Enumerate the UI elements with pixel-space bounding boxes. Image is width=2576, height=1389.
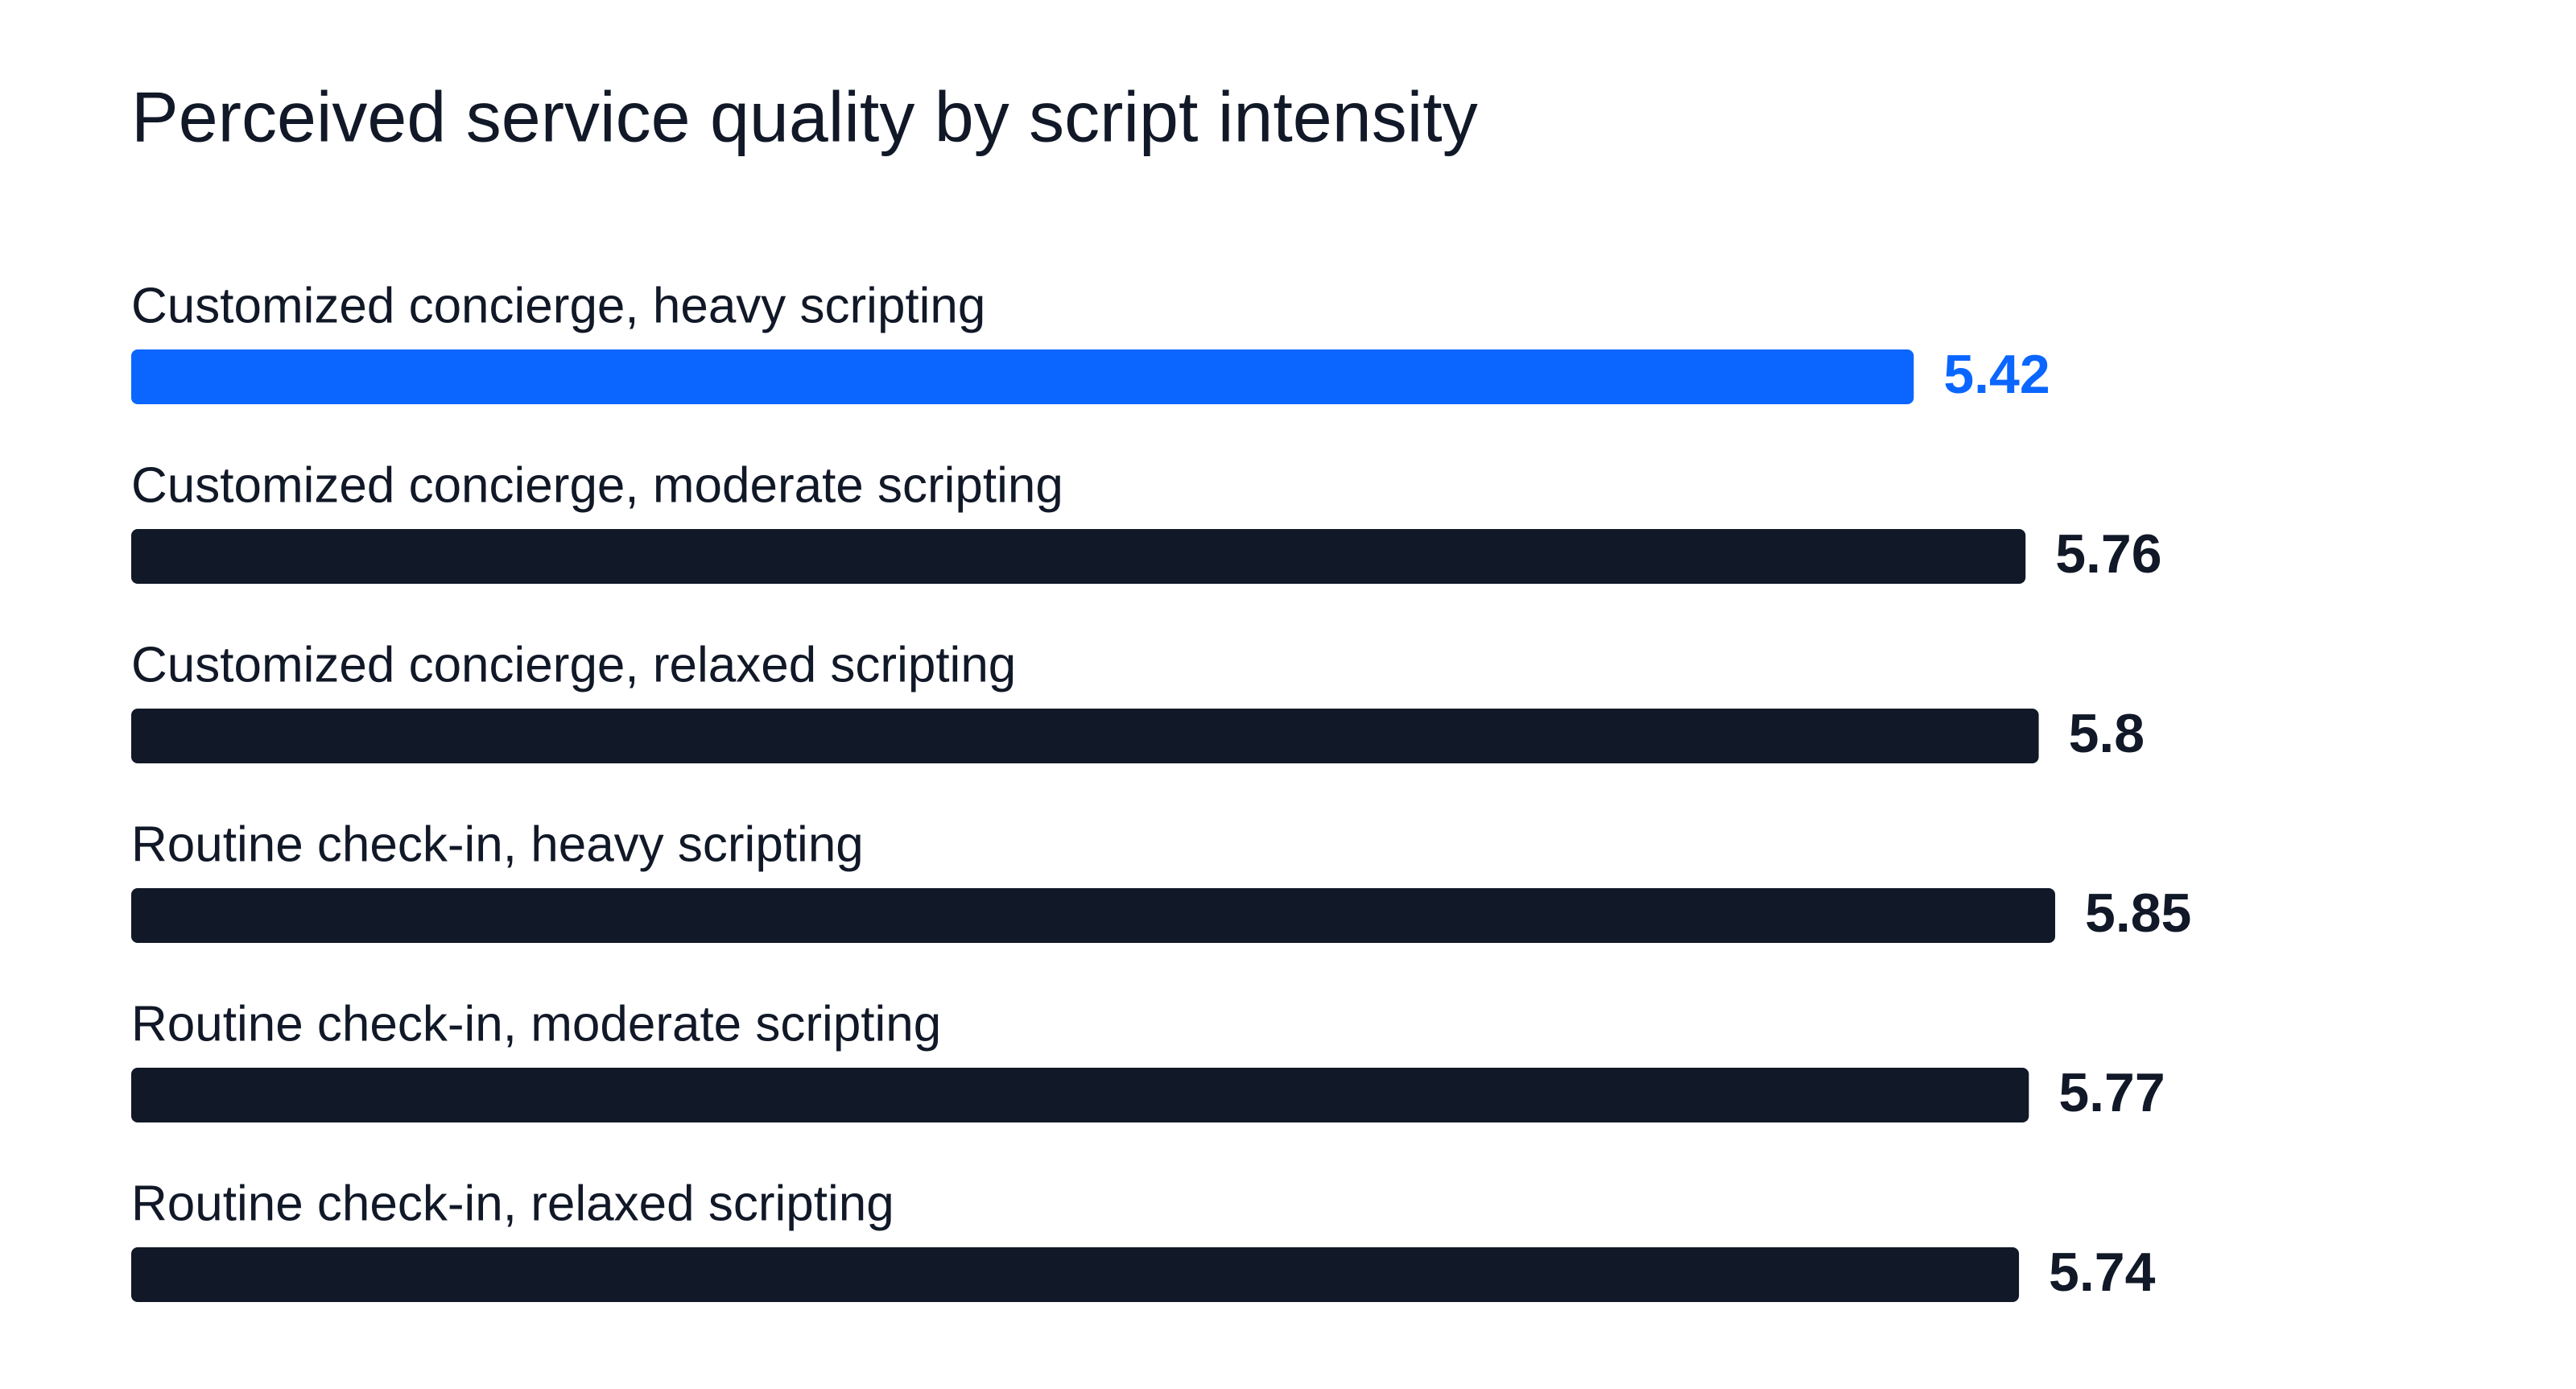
value-label: 5.76 [2055,523,2161,585]
category-label: Customized concierge, relaxed scripting [131,637,1016,692]
value-label: 5.77 [2058,1062,2165,1123]
bar [131,709,2039,763]
chart-title: Perceived service quality by script inte… [131,76,1478,156]
value-label: 5.8 [2069,703,2145,764]
bar [131,529,2026,584]
value-label: 5.42 [1943,344,2050,405]
category-label: Routine check-in, heavy scripting [131,816,864,872]
category-label: Routine check-in, relaxed scripting [131,1176,894,1231]
category-label: Routine check-in, moderate scripting [131,996,941,1052]
value-label: 5.74 [2049,1242,2156,1303]
value-label: 5.85 [2085,883,2191,944]
bar [131,1068,2029,1122]
category-label: Customized concierge, moderate scripting [131,457,1063,513]
bar [131,349,1914,404]
category-label: Customized concierge, heavy scripting [131,278,985,333]
bar [131,1247,2020,1302]
bar [131,888,2055,943]
